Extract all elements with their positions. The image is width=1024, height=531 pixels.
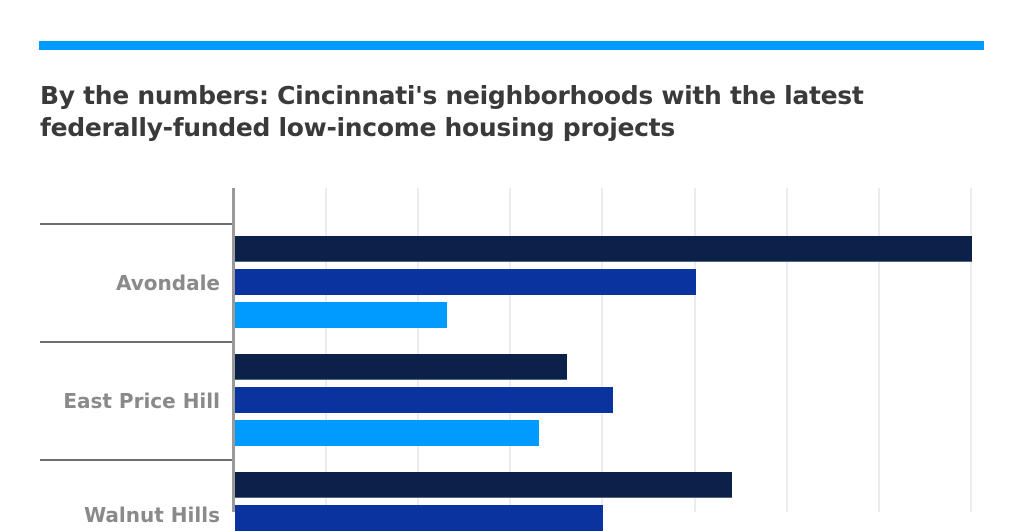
accent-rule [39,41,984,50]
bar-0-series-3 [235,302,447,328]
bar-chart: Avondale East Price Hill Walnut Hills [40,188,972,531]
category-separator [40,341,232,343]
category-separator [40,223,232,225]
category-separator [40,459,232,461]
bar-0-series-2 [235,269,696,295]
bar-1-series-2 [235,387,613,413]
bar-2-series-1 [235,472,732,498]
category-label-third: Walnut Hills [84,503,220,527]
category-label-east-price-hill: East Price Hill [63,389,220,413]
bar-1-series-1 [235,354,567,380]
title-line-2: federally-funded low-income housing proj… [40,113,675,142]
category-label-avondale: Avondale [115,271,220,295]
bar-2-series-2 [235,505,603,531]
title-line-1: By the numbers: Cincinnati's neighborhoo… [40,81,864,110]
bar-0-series-1 [235,236,972,262]
bar-1-series-3 [235,420,539,446]
chart-title: By the numbers: Cincinnati's neighborhoo… [40,80,940,144]
